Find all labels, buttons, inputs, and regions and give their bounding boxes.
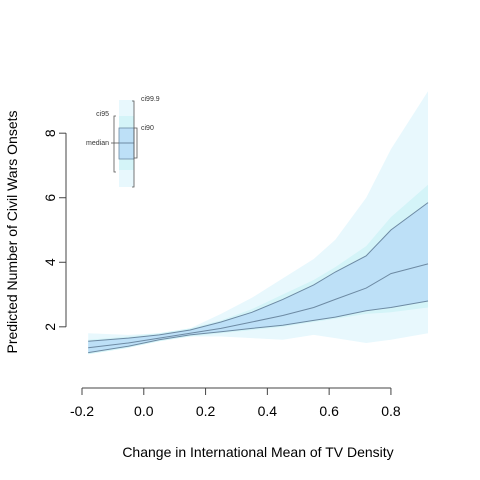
legend-ci90-bracket <box>134 127 138 159</box>
y-tick-label: 8 <box>42 129 58 137</box>
x-tick-label: 0.0 <box>134 403 154 419</box>
x-tick-label: 0.2 <box>196 403 216 419</box>
line-ci90-upper <box>88 202 429 342</box>
line-median <box>88 263 429 349</box>
legend: ci99.9 ci95 ci90 median <box>86 96 160 188</box>
y-axis-title: Predicted Number of Civil Wars Onsets <box>4 111 20 354</box>
legend-ci95-bracket <box>113 115 116 173</box>
legend-ci99-9-bracket <box>132 100 135 188</box>
axes: -0.2 0.0 0.2 0.4 0.6 0.8 2 4 6 8 <box>42 129 401 419</box>
legend-label-ci90: ci90 <box>141 125 154 132</box>
legend-label-ci99-9: ci99.9 <box>141 96 160 103</box>
x-tick-label: 0.4 <box>258 403 278 419</box>
x-tick-label: -0.2 <box>70 403 94 419</box>
series-lines <box>88 202 429 354</box>
legend-label-median: median <box>86 140 109 147</box>
y-tick-label: 6 <box>42 194 58 202</box>
y-tick-label: 4 <box>42 258 58 266</box>
x-tick-label: 0.8 <box>381 403 401 419</box>
x-tick-label: 0.6 <box>319 403 339 419</box>
confidence-bands <box>88 91 428 355</box>
y-tick-label: 2 <box>42 323 58 331</box>
line-ci90-lower <box>88 300 429 354</box>
x-axis-title: Change in International Mean of TV Densi… <box>122 444 393 460</box>
legend-label-ci95: ci95 <box>96 111 109 118</box>
